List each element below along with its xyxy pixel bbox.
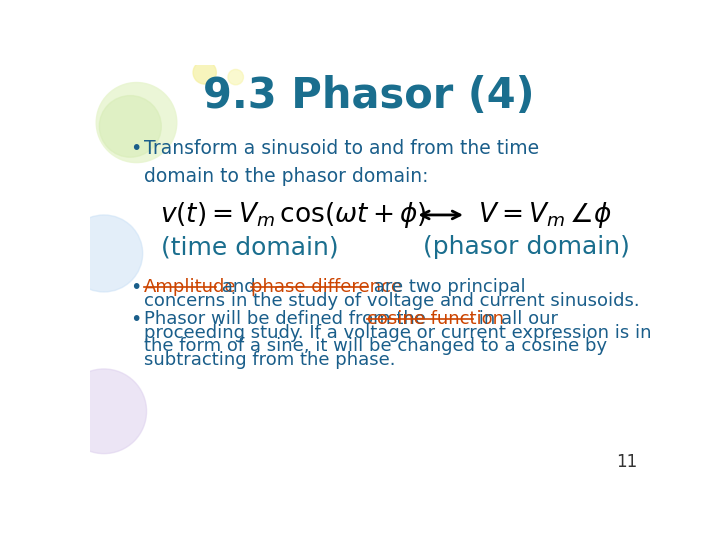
Text: (phasor domain): (phasor domain) [423,235,630,259]
Text: $v(t) = V_m\,\cos(\omega t + \phi)$: $v(t) = V_m\,\cos(\omega t + \phi)$ [160,200,426,230]
Text: Amplitude: Amplitude [144,278,237,296]
Text: $V = V_m\,\angle\phi$: $V = V_m\,\angle\phi$ [477,200,611,230]
Circle shape [66,215,143,292]
Circle shape [99,96,161,157]
Text: (time domain): (time domain) [161,235,339,259]
Circle shape [228,70,243,85]
Text: phase difference: phase difference [251,278,402,296]
Text: 9.3 Phasor (4): 9.3 Phasor (4) [203,75,535,117]
Text: Transform a sinusoid to and from the time
domain to the phasor domain:: Transform a sinusoid to and from the tim… [144,139,539,186]
Circle shape [96,83,177,163]
Text: and: and [216,278,261,296]
Text: Phasor will be defined from the: Phasor will be defined from the [144,309,432,328]
Text: 11: 11 [616,454,637,471]
Text: cosine function: cosine function [367,309,504,328]
Text: subtracting from the phase.: subtracting from the phase. [144,351,396,369]
Circle shape [193,61,216,84]
Text: •: • [130,309,142,329]
Text: concerns in the study of voltage and current sinusoids.: concerns in the study of voltage and cur… [144,292,640,310]
Circle shape [61,369,147,454]
Text: the form of a sine, it will be changed to a cosine by: the form of a sine, it will be changed t… [144,338,608,355]
Text: are two principal: are two principal [368,278,526,296]
Text: proceeding study. If a voltage or current expression is in: proceeding study. If a voltage or curren… [144,323,652,341]
Text: •: • [130,278,142,297]
Text: •: • [130,139,142,159]
Text: in all our: in all our [473,309,558,328]
